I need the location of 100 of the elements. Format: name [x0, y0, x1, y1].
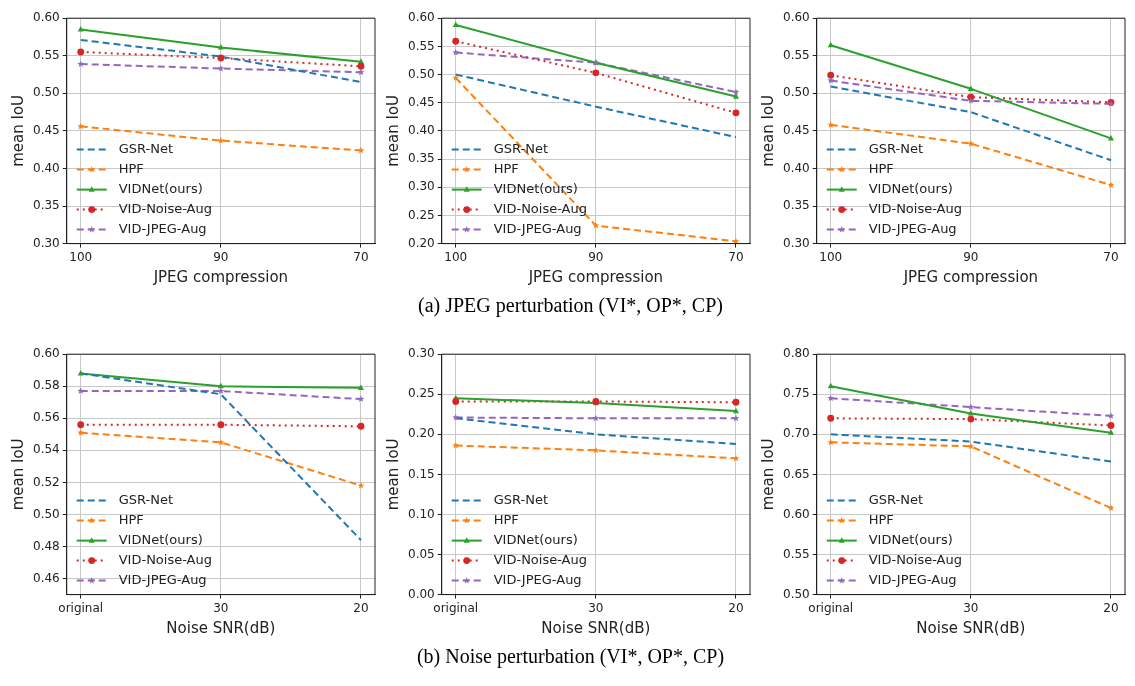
legend-label: GSR-Net — [868, 140, 924, 156]
legend-label: VID-JPEG-Aug — [868, 220, 957, 236]
y-tick-label: 0.30 — [408, 179, 435, 194]
y-tick-label: 0.05 — [408, 546, 435, 561]
y-axis-title: mean IoU — [8, 438, 27, 511]
y-tick-label: 0.50 — [408, 66, 435, 81]
x-tick-label: 90 — [588, 249, 604, 264]
y-tick-label: 0.45 — [33, 123, 60, 138]
y-tick-label: 0.60 — [33, 346, 60, 361]
x-tick-label: 90 — [213, 249, 229, 264]
y-tick-label: 0.40 — [33, 160, 60, 175]
x-tick-label: 70 — [1103, 249, 1119, 264]
legend-label: VIDNet(ours) — [868, 531, 953, 547]
y-tick-label: 0.40 — [783, 160, 810, 175]
legend-label: VID-JPEG-Aug — [493, 571, 582, 587]
y-tick-label: 0.15 — [408, 466, 435, 481]
y-tick-label: 0.70 — [783, 426, 810, 441]
x-tick-label: 100 — [819, 249, 843, 264]
y-tick-label: 0.45 — [783, 123, 810, 138]
x-tick-label: 30 — [213, 600, 229, 615]
y-tick-label: 0.46 — [33, 570, 60, 585]
legend-label: VIDNet(ours) — [868, 180, 953, 196]
y-tick-label: 0.54 — [33, 442, 60, 457]
legend-label: VID-JPEG-Aug — [493, 220, 582, 236]
x-tick-label: 90 — [963, 249, 979, 264]
x-tick-label: original — [58, 600, 104, 615]
legend-label: VID-Noise-Aug — [493, 551, 587, 567]
y-tick-label: 0.65 — [783, 466, 810, 481]
y-tick-label: 0.50 — [33, 506, 60, 521]
legend-label: GSR-Net — [118, 491, 174, 507]
text: (a) JPEG perturbation (VI*, OP*, CP) — [418, 294, 723, 317]
y-tick-label: 0.00 — [408, 586, 435, 601]
y-tick-label: 0.50 — [783, 586, 810, 601]
legend-label: VID-Noise-Aug — [118, 551, 212, 567]
x-tick-label: 70 — [728, 249, 744, 264]
legend-label: VIDNet(ours) — [493, 180, 578, 196]
legend-label: VIDNet(ours) — [493, 531, 578, 547]
legend-label: HPF — [493, 160, 519, 176]
y-tick-label: 0.60 — [408, 10, 435, 25]
x-axis-title: Noise SNR(dB) — [541, 618, 651, 637]
y-tick-label: 0.55 — [33, 47, 60, 62]
y-tick-label: 0.25 — [408, 386, 435, 401]
x-tick-label: 100 — [69, 249, 93, 264]
y-tick-label: 0.30 — [408, 346, 435, 361]
legend-label: VID-Noise-Aug — [868, 200, 962, 216]
y-tick-label: 0.80 — [783, 346, 810, 361]
x-tick-label: 100 — [444, 249, 468, 264]
legend-label: VIDNet(ours) — [118, 180, 203, 196]
legend-label: VID-JPEG-Aug — [118, 220, 207, 236]
y-tick-label: 0.35 — [783, 198, 810, 213]
y-tick-label: 0.50 — [783, 85, 810, 100]
y-tick-label: 0.45 — [408, 94, 435, 109]
y-tick-label: 0.20 — [408, 235, 435, 250]
legend-label: GSR-Net — [493, 491, 549, 507]
y-tick-label: 0.55 — [408, 38, 435, 53]
text: (b) Noise perturbation (VI*, OP*, CP) — [416, 645, 725, 668]
y-tick-label: 0.58 — [33, 378, 60, 393]
y-tick-label: 0.35 — [33, 198, 60, 213]
x-tick-label: original — [433, 600, 479, 615]
y-tick-label: 0.55 — [783, 546, 810, 561]
y-tick-label: 0.30 — [783, 235, 810, 250]
y-tick-label: 0.60 — [783, 10, 810, 25]
legend-label: HPF — [118, 511, 144, 527]
legend-label: HPF — [118, 160, 144, 176]
y-axis-title: mean IoU — [8, 94, 27, 167]
y-tick-label: 0.75 — [783, 386, 810, 401]
y-tick-label: 0.60 — [33, 10, 60, 25]
x-tick-label: 20 — [353, 600, 369, 615]
y-tick-label: 0.50 — [33, 85, 60, 100]
x-axis-title: JPEG compression — [527, 267, 664, 286]
x-axis-title: JPEG compression — [902, 267, 1039, 286]
y-tick-label: 0.56 — [33, 410, 60, 425]
y-axis-title: mean IoU — [758, 438, 777, 511]
legend-label: HPF — [493, 511, 519, 527]
legend-label: GSR-Net — [118, 140, 174, 156]
x-tick-label: 20 — [1103, 600, 1119, 615]
x-tick-label: original — [808, 600, 854, 615]
legend-label: VID-Noise-Aug — [118, 200, 212, 216]
y-axis-title: mean IoU — [383, 438, 402, 511]
x-axis-title: Noise SNR(dB) — [166, 618, 276, 637]
x-tick-label: 30 — [963, 600, 979, 615]
legend-label: VIDNet(ours) — [118, 531, 203, 547]
y-tick-label: 0.52 — [33, 474, 60, 489]
x-tick-label: 20 — [728, 600, 744, 615]
y-tick-label: 0.48 — [33, 538, 60, 553]
legend-label: VID-JPEG-Aug — [868, 571, 957, 587]
legend-label: VID-JPEG-Aug — [118, 571, 207, 587]
x-axis-title: JPEG compression — [152, 267, 289, 286]
legend-label: VID-Noise-Aug — [493, 200, 587, 216]
legend-label: GSR-Net — [868, 491, 924, 507]
y-tick-label: 0.25 — [408, 207, 435, 222]
y-tick-label: 0.35 — [408, 151, 435, 166]
y-tick-label: 0.55 — [783, 47, 810, 62]
x-tick-label: 70 — [353, 249, 369, 264]
legend-label: GSR-Net — [493, 140, 549, 156]
legend-label: HPF — [868, 511, 894, 527]
y-tick-label: 0.30 — [33, 235, 60, 250]
y-tick-label: 0.10 — [408, 506, 435, 521]
legend-label: VID-Noise-Aug — [868, 551, 962, 567]
legend-label: HPF — [868, 160, 894, 176]
